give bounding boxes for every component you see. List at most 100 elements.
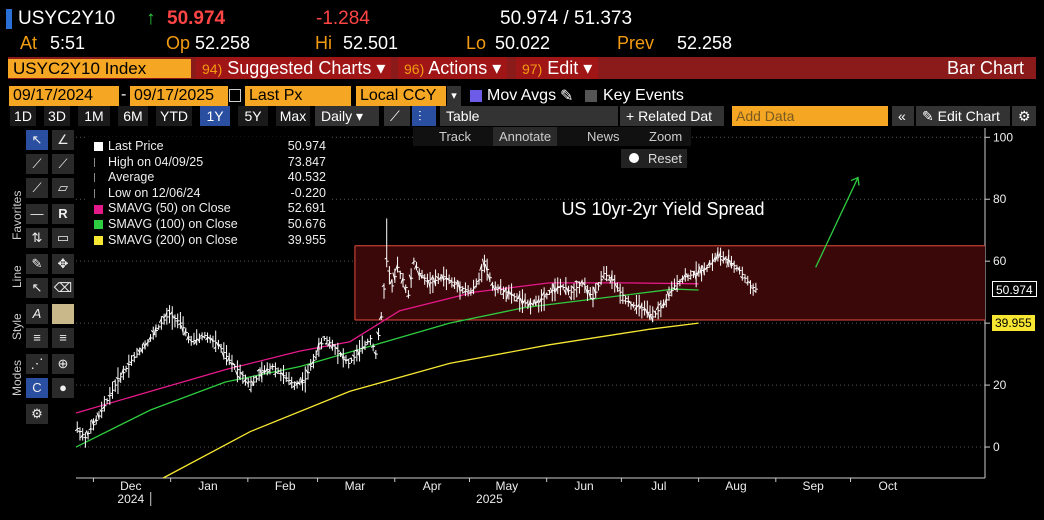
trend-tool-icon[interactable]: ⟋ [26, 178, 48, 198]
crosshair-icon[interactable]: ⋰ [26, 354, 48, 374]
edit-chart-button[interactable]: ✎ Edit Chart [916, 106, 1010, 126]
mode-c-icon[interactable]: C [26, 378, 48, 398]
currency-select[interactable]: Local CCY [356, 86, 446, 106]
end-date-field[interactable]: 09/17/2025 [130, 86, 228, 106]
date-dash: - [121, 86, 127, 103]
pencil-icon[interactable]: ✎ [560, 88, 574, 105]
price-bar-open [169, 311, 173, 315]
period-1y[interactable]: 1Y [200, 106, 230, 126]
currency-dropdown-icon[interactable]: ▾ [447, 86, 461, 106]
price-bar-open [487, 273, 491, 281]
news-button[interactable]: News [587, 129, 620, 144]
low-value: 50.022 [495, 33, 551, 53]
chart-title: US 10yr-2yr Yield Spread [561, 199, 764, 219]
annotate-button[interactable]: Annotate [493, 127, 558, 146]
r-tool-icon[interactable]: R [52, 204, 74, 224]
track-button[interactable]: Track [439, 129, 472, 144]
mov-avgs-label: Mov Avgs [487, 87, 557, 104]
period-max[interactable]: Max [276, 106, 310, 126]
actions-button[interactable]: 96) Actions ▾ [398, 57, 508, 79]
period-1d[interactable]: 1D [10, 106, 36, 126]
add-data-input[interactable]: Add Data [732, 106, 888, 126]
related-data-button[interactable]: + Related Dat [620, 106, 724, 126]
chart-line-icon[interactable]: ⟋ [384, 106, 410, 126]
rectangle-tool-icon[interactable]: ▭ [52, 228, 74, 248]
price-bar-open [305, 369, 309, 374]
price-bar-open [400, 277, 404, 284]
text-tool-icon[interactable]: A [26, 304, 48, 324]
price-bar-open [202, 335, 206, 339]
price-bar-open [101, 406, 105, 410]
price-bar-open [726, 254, 730, 268]
price-bar-open [685, 273, 689, 278]
select-icon[interactable]: ↖ [26, 278, 48, 298]
price-bar-open [699, 266, 703, 277]
chart-bar-icon[interactable]: ⫶ [412, 106, 436, 126]
reset-button[interactable]: Reset [621, 149, 687, 168]
fib-tool-icon[interactable]: ⇅ [26, 228, 48, 248]
price-bar-open [481, 258, 485, 268]
price-bar-open [349, 357, 352, 360]
zoom-button[interactable]: Zoom [649, 129, 683, 144]
price-bar-open [197, 338, 200, 342]
period-3d[interactable]: 3D [44, 106, 70, 126]
pointer-icon[interactable]: ↖ [26, 130, 48, 150]
legend-swatch [94, 189, 103, 198]
line-tool-icon[interactable]: ⟋ [26, 154, 48, 174]
brush-icon[interactable]: ✎ [26, 254, 48, 274]
field-select[interactable]: Last Px [245, 86, 351, 106]
legend-label: SMAVG (100) on Close [108, 217, 238, 231]
price-bar-open [150, 330, 154, 333]
price-bar-open [742, 277, 746, 279]
period-5y[interactable]: 5Y [238, 106, 268, 126]
security-field[interactable]: USYC2Y10 Index [8, 59, 191, 78]
calendar-icon[interactable] [229, 89, 241, 102]
period-ytd[interactable]: YTD [156, 106, 192, 126]
ticker[interactable]: USYC2Y10 [18, 8, 116, 29]
key-events-checkbox[interactable] [585, 90, 597, 102]
channel-tool-icon[interactable]: ▱ [52, 178, 74, 198]
favorites-label: Favorites [10, 190, 24, 240]
horizontal-line-icon[interactable]: — [26, 204, 48, 224]
period-6m[interactable]: 6M [118, 106, 148, 126]
price-bar-open [322, 336, 325, 338]
table-button[interactable]: Table [440, 106, 618, 126]
legend-key: SMAVG (200) on Close [94, 233, 238, 247]
price-bar-open [519, 297, 523, 306]
color-swatch-icon[interactable] [52, 304, 74, 324]
legend-label: SMAVG (50) on Close [108, 201, 231, 216]
x-month-label: Apr [423, 479, 442, 493]
line-width-icon[interactable]: ≡ [26, 328, 48, 348]
price-bar-open [256, 368, 260, 372]
suggested-charts-button[interactable]: 94) Suggested Charts ▾ [196, 57, 392, 79]
edit-button[interactable]: 97) Edit ▾ [516, 57, 599, 79]
eraser-icon[interactable]: ⌫ [52, 278, 74, 298]
magnet-icon[interactable]: ⊕ [52, 354, 74, 374]
start-date-field[interactable]: 09/17/2024 [9, 86, 119, 106]
price-bar-open [607, 279, 610, 281]
price-bar-open [226, 356, 230, 362]
mov-avgs-checkbox[interactable] [470, 90, 482, 102]
period-1m[interactable]: 1M [78, 106, 110, 126]
price-bar-open [577, 281, 580, 284]
price-bar-open [273, 373, 276, 376]
ray-tool-icon[interactable]: ⟋ [52, 154, 74, 174]
price-bar-open [164, 312, 168, 318]
actions-num: 96) [404, 61, 425, 77]
frequency-select[interactable]: Daily ▾ [315, 106, 379, 126]
price-bar-open [123, 368, 127, 371]
price-bar-open [213, 346, 217, 350]
settings-gear-icon[interactable]: ⚙ [26, 404, 48, 424]
line-style-icon[interactable]: ≡ [52, 328, 74, 348]
price-bar-open [378, 315, 382, 320]
collapse-icon[interactable]: « [892, 106, 914, 126]
price-bar-open [750, 287, 754, 289]
chart-settings-gear-icon[interactable]: ⚙ [1012, 106, 1036, 126]
palette-icon[interactable]: ● [52, 378, 74, 398]
angle-line-icon[interactable]: ∠ [52, 130, 74, 150]
price-bar-open [536, 298, 540, 304]
x-month-label: Feb [275, 479, 296, 493]
move-icon[interactable]: ✥ [52, 254, 74, 274]
price-bar-open [234, 370, 238, 376]
